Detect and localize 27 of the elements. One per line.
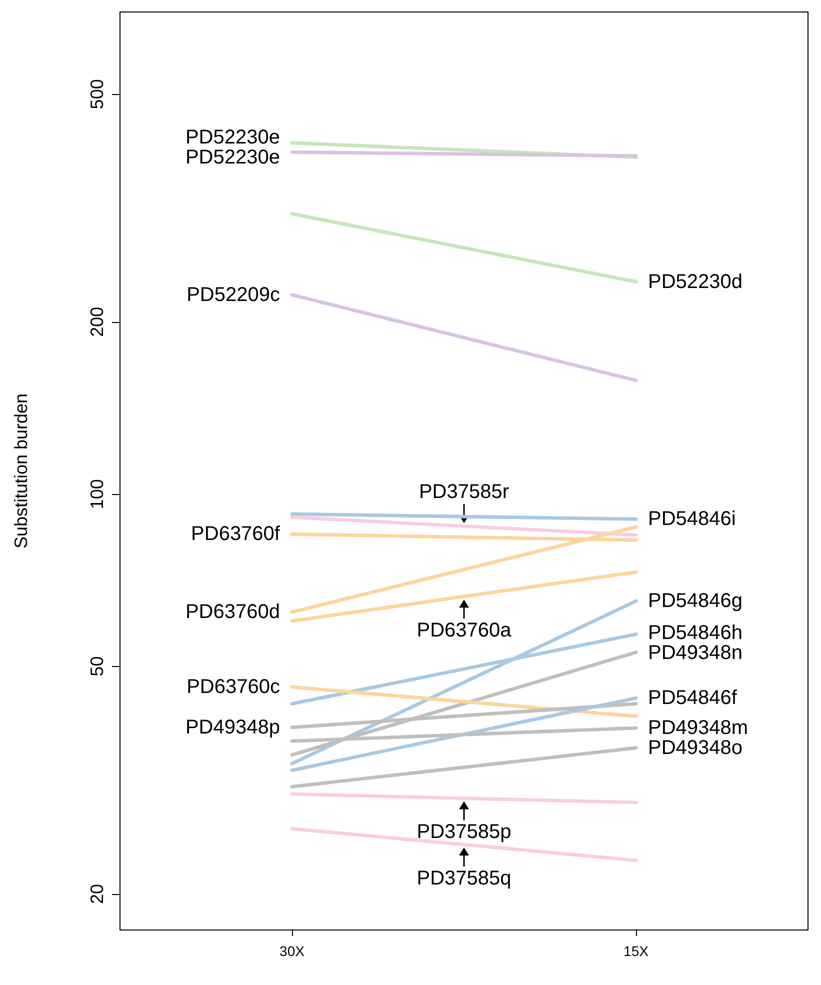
annotation: PD54846g: [648, 590, 743, 612]
y-tick-label: 50: [87, 656, 107, 676]
y-tick-label: 20: [87, 884, 107, 904]
annotation: PD52230e: [185, 146, 280, 168]
annotation: PD49348o: [648, 736, 743, 759]
annotation: PD54846f: [648, 687, 738, 710]
annotation: PD37585r: [418, 481, 510, 504]
annotation: PD49348p: [185, 716, 280, 738]
annotation: PD63760c: [186, 676, 280, 698]
annotation: PD37585q: [416, 868, 512, 890]
annotation: PD63760f: [191, 523, 280, 546]
annotation: PD63760d: [185, 601, 280, 624]
y-tick-label: 500: [87, 79, 107, 110]
annotation: PD52230d: [648, 270, 743, 293]
annotation: PD52230e: [185, 126, 280, 148]
annotation: PD49348m: [648, 716, 748, 739]
annotation: PD54846h: [648, 622, 743, 644]
y-tick-label: 200: [87, 306, 107, 337]
x-tick-label: 15X: [624, 943, 650, 959]
x-tick-label: 30X: [280, 943, 306, 959]
y-tick-label: 100: [87, 479, 107, 510]
annotation: PD63760a: [416, 620, 512, 642]
annotation: PD54846i: [648, 508, 736, 530]
annotation: PD37585p: [416, 821, 512, 844]
y-axis-title: Substitution burden: [11, 393, 31, 549]
annotation: PD52209c: [186, 284, 280, 306]
annotation: PD49348n: [648, 642, 743, 664]
